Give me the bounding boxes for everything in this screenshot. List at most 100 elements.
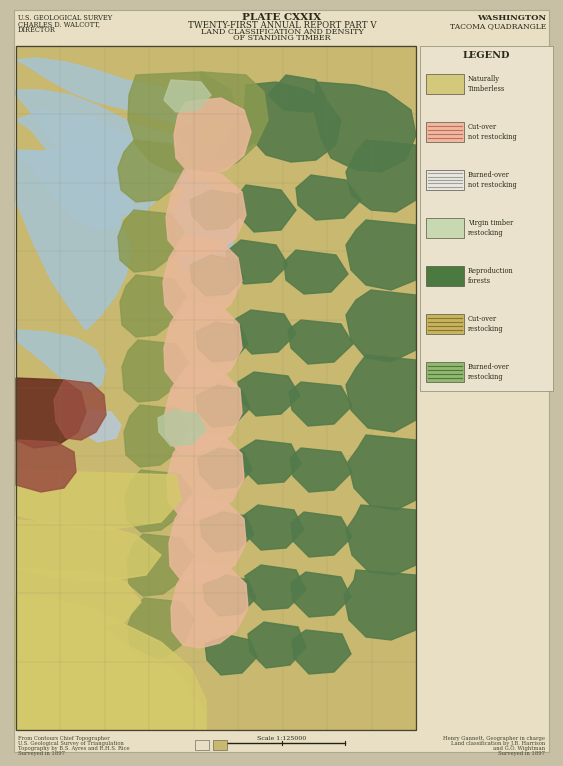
Polygon shape: [16, 378, 86, 448]
Polygon shape: [205, 635, 257, 675]
Polygon shape: [164, 80, 211, 112]
Text: Land classification by J.B. Harrison: Land classification by J.B. Harrison: [451, 741, 545, 746]
Polygon shape: [16, 568, 141, 628]
Polygon shape: [16, 150, 136, 230]
Polygon shape: [346, 220, 416, 290]
Bar: [420, 46, 553, 391]
Polygon shape: [291, 512, 352, 557]
Polygon shape: [314, 82, 416, 172]
Polygon shape: [244, 82, 341, 162]
Polygon shape: [226, 240, 288, 284]
Polygon shape: [124, 405, 190, 467]
Polygon shape: [245, 565, 306, 610]
Polygon shape: [16, 680, 181, 715]
Polygon shape: [346, 290, 416, 362]
Bar: [426, 170, 464, 190]
Polygon shape: [290, 448, 352, 492]
Text: Henry Gannett, Geographer in charge: Henry Gannett, Geographer in charge: [443, 736, 545, 741]
Bar: [426, 122, 464, 142]
Polygon shape: [248, 622, 306, 668]
Bar: [16, 46, 416, 730]
Polygon shape: [16, 520, 161, 582]
Polygon shape: [167, 432, 244, 518]
Polygon shape: [174, 180, 236, 270]
Polygon shape: [346, 140, 416, 212]
Polygon shape: [196, 385, 250, 427]
Polygon shape: [16, 58, 216, 125]
Polygon shape: [196, 322, 248, 362]
Polygon shape: [284, 250, 348, 294]
Polygon shape: [344, 570, 416, 640]
Polygon shape: [346, 355, 416, 432]
Bar: [195, 740, 209, 750]
Text: Topography by B.S. Ayres and R.H.S. Rice: Topography by B.S. Ayres and R.H.S. Rice: [18, 746, 129, 751]
Text: Surveyed in 1897: Surveyed in 1897: [18, 751, 65, 756]
Polygon shape: [348, 435, 416, 510]
Polygon shape: [188, 72, 268, 172]
Polygon shape: [127, 534, 193, 596]
Text: DIRECTOR: DIRECTOR: [18, 26, 56, 34]
Polygon shape: [16, 614, 126, 674]
Polygon shape: [190, 190, 244, 230]
Text: CHARLES D. WALCOTT,: CHARLES D. WALCOTT,: [18, 20, 100, 28]
Polygon shape: [128, 598, 194, 660]
Polygon shape: [158, 410, 206, 446]
Text: WASHINGTON: WASHINGTON: [477, 14, 546, 22]
Bar: [426, 74, 464, 94]
Bar: [16, 46, 416, 730]
Polygon shape: [243, 505, 304, 550]
Polygon shape: [171, 562, 248, 648]
Text: Cut-over
not restocking: Cut-over not restocking: [468, 123, 517, 141]
Polygon shape: [289, 382, 352, 426]
Text: LAND CLASSIFICATION AND DENSITY: LAND CLASSIFICATION AND DENSITY: [200, 28, 364, 36]
Polygon shape: [292, 630, 351, 674]
Text: LEGEND: LEGEND: [463, 51, 510, 60]
Text: TACOMA QUADRANGLE: TACOMA QUADRANGLE: [450, 22, 546, 30]
Polygon shape: [166, 170, 246, 257]
Polygon shape: [234, 310, 296, 354]
Polygon shape: [196, 120, 254, 160]
Text: U.S. GEOLOGICAL SURVEY: U.S. GEOLOGICAL SURVEY: [18, 14, 112, 22]
Polygon shape: [165, 367, 242, 453]
Polygon shape: [200, 512, 254, 552]
Text: and G.O. Wightman: and G.O. Wightman: [493, 746, 545, 751]
Text: Reproduction
forests: Reproduction forests: [468, 267, 514, 285]
Text: Naturally
Timberless: Naturally Timberless: [468, 75, 505, 93]
Text: Cut-over
restocking: Cut-over restocking: [468, 316, 504, 332]
Text: OF STANDING TIMBER: OF STANDING TIMBER: [233, 34, 331, 42]
Bar: [426, 362, 464, 382]
Polygon shape: [198, 448, 252, 489]
Polygon shape: [16, 110, 171, 215]
Polygon shape: [16, 90, 196, 190]
Text: U.S. Geological Survey of Triangulation: U.S. Geological Survey of Triangulation: [18, 741, 124, 746]
Polygon shape: [16, 595, 206, 730]
Polygon shape: [169, 497, 246, 583]
Polygon shape: [128, 72, 236, 172]
Bar: [426, 314, 464, 334]
Polygon shape: [190, 255, 244, 296]
Polygon shape: [236, 185, 296, 232]
Text: Burned-over
restocking: Burned-over restocking: [468, 363, 510, 381]
Text: TWENTY-FIRST ANNUAL REPORT PART V: TWENTY-FIRST ANNUAL REPORT PART V: [187, 21, 376, 30]
Text: Burned-over
not restocking: Burned-over not restocking: [468, 172, 517, 188]
Text: PLATE CXXIX: PLATE CXXIX: [243, 13, 321, 22]
Polygon shape: [122, 340, 188, 402]
Polygon shape: [203, 575, 256, 616]
Polygon shape: [268, 75, 326, 112]
Polygon shape: [238, 372, 300, 416]
Polygon shape: [16, 330, 106, 390]
Polygon shape: [291, 572, 351, 617]
Polygon shape: [125, 470, 192, 532]
Polygon shape: [164, 302, 242, 388]
Polygon shape: [118, 210, 184, 272]
Polygon shape: [346, 505, 416, 575]
Polygon shape: [118, 140, 186, 202]
Polygon shape: [163, 236, 242, 322]
Polygon shape: [174, 98, 251, 175]
Polygon shape: [296, 175, 361, 220]
Bar: [426, 218, 464, 238]
Polygon shape: [16, 470, 181, 530]
Bar: [213, 740, 227, 750]
Text: From Contours Chief Topographer: From Contours Chief Topographer: [18, 736, 110, 741]
Polygon shape: [288, 320, 353, 364]
